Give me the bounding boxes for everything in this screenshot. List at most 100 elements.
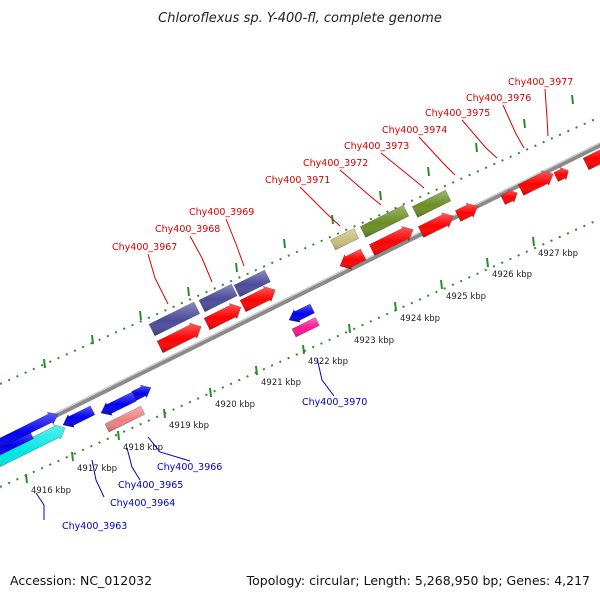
gene-3973-block-shading	[412, 190, 451, 218]
gene-3970-magenta-shading	[292, 317, 320, 337]
gene-leader-line	[339, 169, 382, 206]
gene-leader-line	[147, 253, 169, 305]
scale-tick	[532, 236, 535, 247]
gene-label: Chy400_3967	[112, 242, 177, 253]
upper-track-tick	[235, 262, 238, 273]
gene-3976b-cds-shading	[553, 167, 569, 182]
gene-leader-line	[225, 218, 245, 267]
gene-label: Chy400_3972	[303, 158, 368, 169]
gene-3975-cds-shading	[500, 189, 518, 205]
genome-summary-text: Topology: circular; Length: 5,268,950 bp…	[246, 573, 590, 588]
gene-3964-cds-shading	[63, 405, 95, 428]
scale-tick-label: 4925 kbp	[446, 292, 486, 302]
gene-label: Chy400_3971	[265, 175, 330, 186]
gene-3963-blue-arrow-shading	[0, 412, 59, 449]
scale-tick	[209, 387, 212, 398]
gene-3974-cds-shading	[455, 203, 478, 222]
gene-label: Chy400_3975	[425, 108, 490, 119]
genome-backbone	[0, 142, 600, 446]
scale-tick-label: 4927 kbp	[538, 249, 578, 259]
lower-dotted-track	[0, 218, 600, 488]
scale-tick	[25, 473, 28, 484]
scale-tick-label: 4922 kbp	[308, 357, 348, 367]
scale-tick	[255, 365, 258, 376]
gene-leader-line	[502, 104, 525, 149]
gene-3977-cds-shading	[583, 149, 600, 170]
accession-text: Accession: NC_012032	[10, 573, 153, 588]
scale-tick-label: 4917 kbp	[77, 464, 117, 474]
upper-track-tick	[43, 358, 46, 369]
scale-tick	[117, 430, 120, 441]
gene-leader-line	[544, 88, 549, 137]
scale-tick	[440, 279, 443, 290]
scale-tick-label: 4918 kbp	[123, 443, 163, 453]
gene-leader-line	[316, 357, 335, 397]
scale-ticks: 4916 kbp 4917 kbp 4918 kbp 4919 kbp 4920 kbp…	[25, 94, 578, 496]
gene-3966-cds-shading	[131, 385, 151, 401]
gene-3965-cds-shading	[101, 392, 137, 416]
gene-leader-line	[299, 186, 341, 227]
gene-3973-cds-shading	[418, 212, 454, 238]
gene-label: Chy400_3976	[466, 93, 531, 104]
gene-leader-line	[91, 459, 105, 498]
scale-tick	[302, 344, 305, 355]
scale-tick	[163, 408, 166, 419]
gene-3969-block-shading	[234, 270, 271, 297]
gene-label: Chy400_3969	[189, 207, 254, 218]
gene-3967-cds-shading	[157, 323, 202, 353]
gene-label: Chy400_3964	[110, 498, 175, 509]
gene-3970-cds-shading	[289, 304, 315, 323]
gene-label: Chy400_3966	[157, 462, 222, 473]
upper-track-tick	[523, 118, 526, 129]
feature-layer	[0, 149, 600, 468]
gene-label: Chy400_3977	[508, 77, 573, 88]
gene-label: Chy400_3970	[302, 397, 367, 408]
gene-3963-cds-shading	[0, 424, 66, 467]
scale-tick	[71, 451, 74, 462]
gene-leader-line	[461, 119, 498, 159]
scale-tick-label: 4916 kbp	[31, 486, 71, 496]
gene-leader-line	[35, 492, 45, 520]
upper-track-tick	[379, 190, 382, 201]
upper-track-tick	[427, 166, 430, 177]
upper-track-tick	[91, 334, 94, 345]
upper-dotted-track	[0, 116, 600, 385]
gene-3967-block-shading	[149, 302, 200, 336]
gene-label: Chy400_3973	[344, 141, 409, 152]
gene-leader-line	[189, 235, 213, 283]
genome-title: Chloroflexus sp. Y-400-fl, complete geno…	[158, 11, 442, 26]
dotted-tracks	[0, 116, 600, 488]
upper-track-tick	[571, 94, 574, 105]
upper-track-tick	[283, 238, 286, 249]
upper-track-tick	[139, 310, 142, 321]
gene-leader-line	[418, 136, 456, 176]
scale-tick-label: 4924 kbp	[400, 314, 440, 324]
gene-3969-cds-shading	[240, 286, 276, 312]
scale-tick	[486, 257, 489, 268]
gene-3976-cds-shading	[518, 170, 554, 196]
gene-3971-cds-shading	[340, 249, 366, 270]
gene-leader-line	[147, 436, 191, 462]
gene-3971-block-shading	[330, 228, 359, 250]
scale-tick-label: 4926 kbp	[492, 270, 532, 280]
scale-tick	[394, 301, 397, 312]
upper-track-tick	[475, 142, 478, 153]
scale-tick-label: 4919 kbp	[169, 421, 209, 431]
gene-3972-cds-shading	[369, 226, 414, 256]
scale-tick	[348, 323, 351, 334]
gene-3968-block-shading	[199, 284, 238, 312]
gene-label: Chy400_3963	[62, 521, 127, 532]
backbone-line	[0, 142, 600, 446]
gene-leader-line	[380, 152, 425, 189]
gene-3966-salmon-shading	[105, 406, 145, 432]
gene-3972-block-shading	[360, 205, 409, 238]
gene-3968-cds-shading	[204, 303, 241, 330]
gene-label: Chy400_3974	[382, 125, 447, 136]
backbone-highlight	[0, 142, 600, 442]
gene-leader-line	[126, 447, 141, 481]
gene-label-layer: Chy400_3963 Chy400_3964 Chy400_3965 Chy400_…	[35, 77, 573, 532]
gene-label: Chy400_3965	[118, 480, 183, 491]
scale-tick-label: 4921 kbp	[261, 378, 301, 388]
upper-track-tick	[187, 286, 190, 297]
